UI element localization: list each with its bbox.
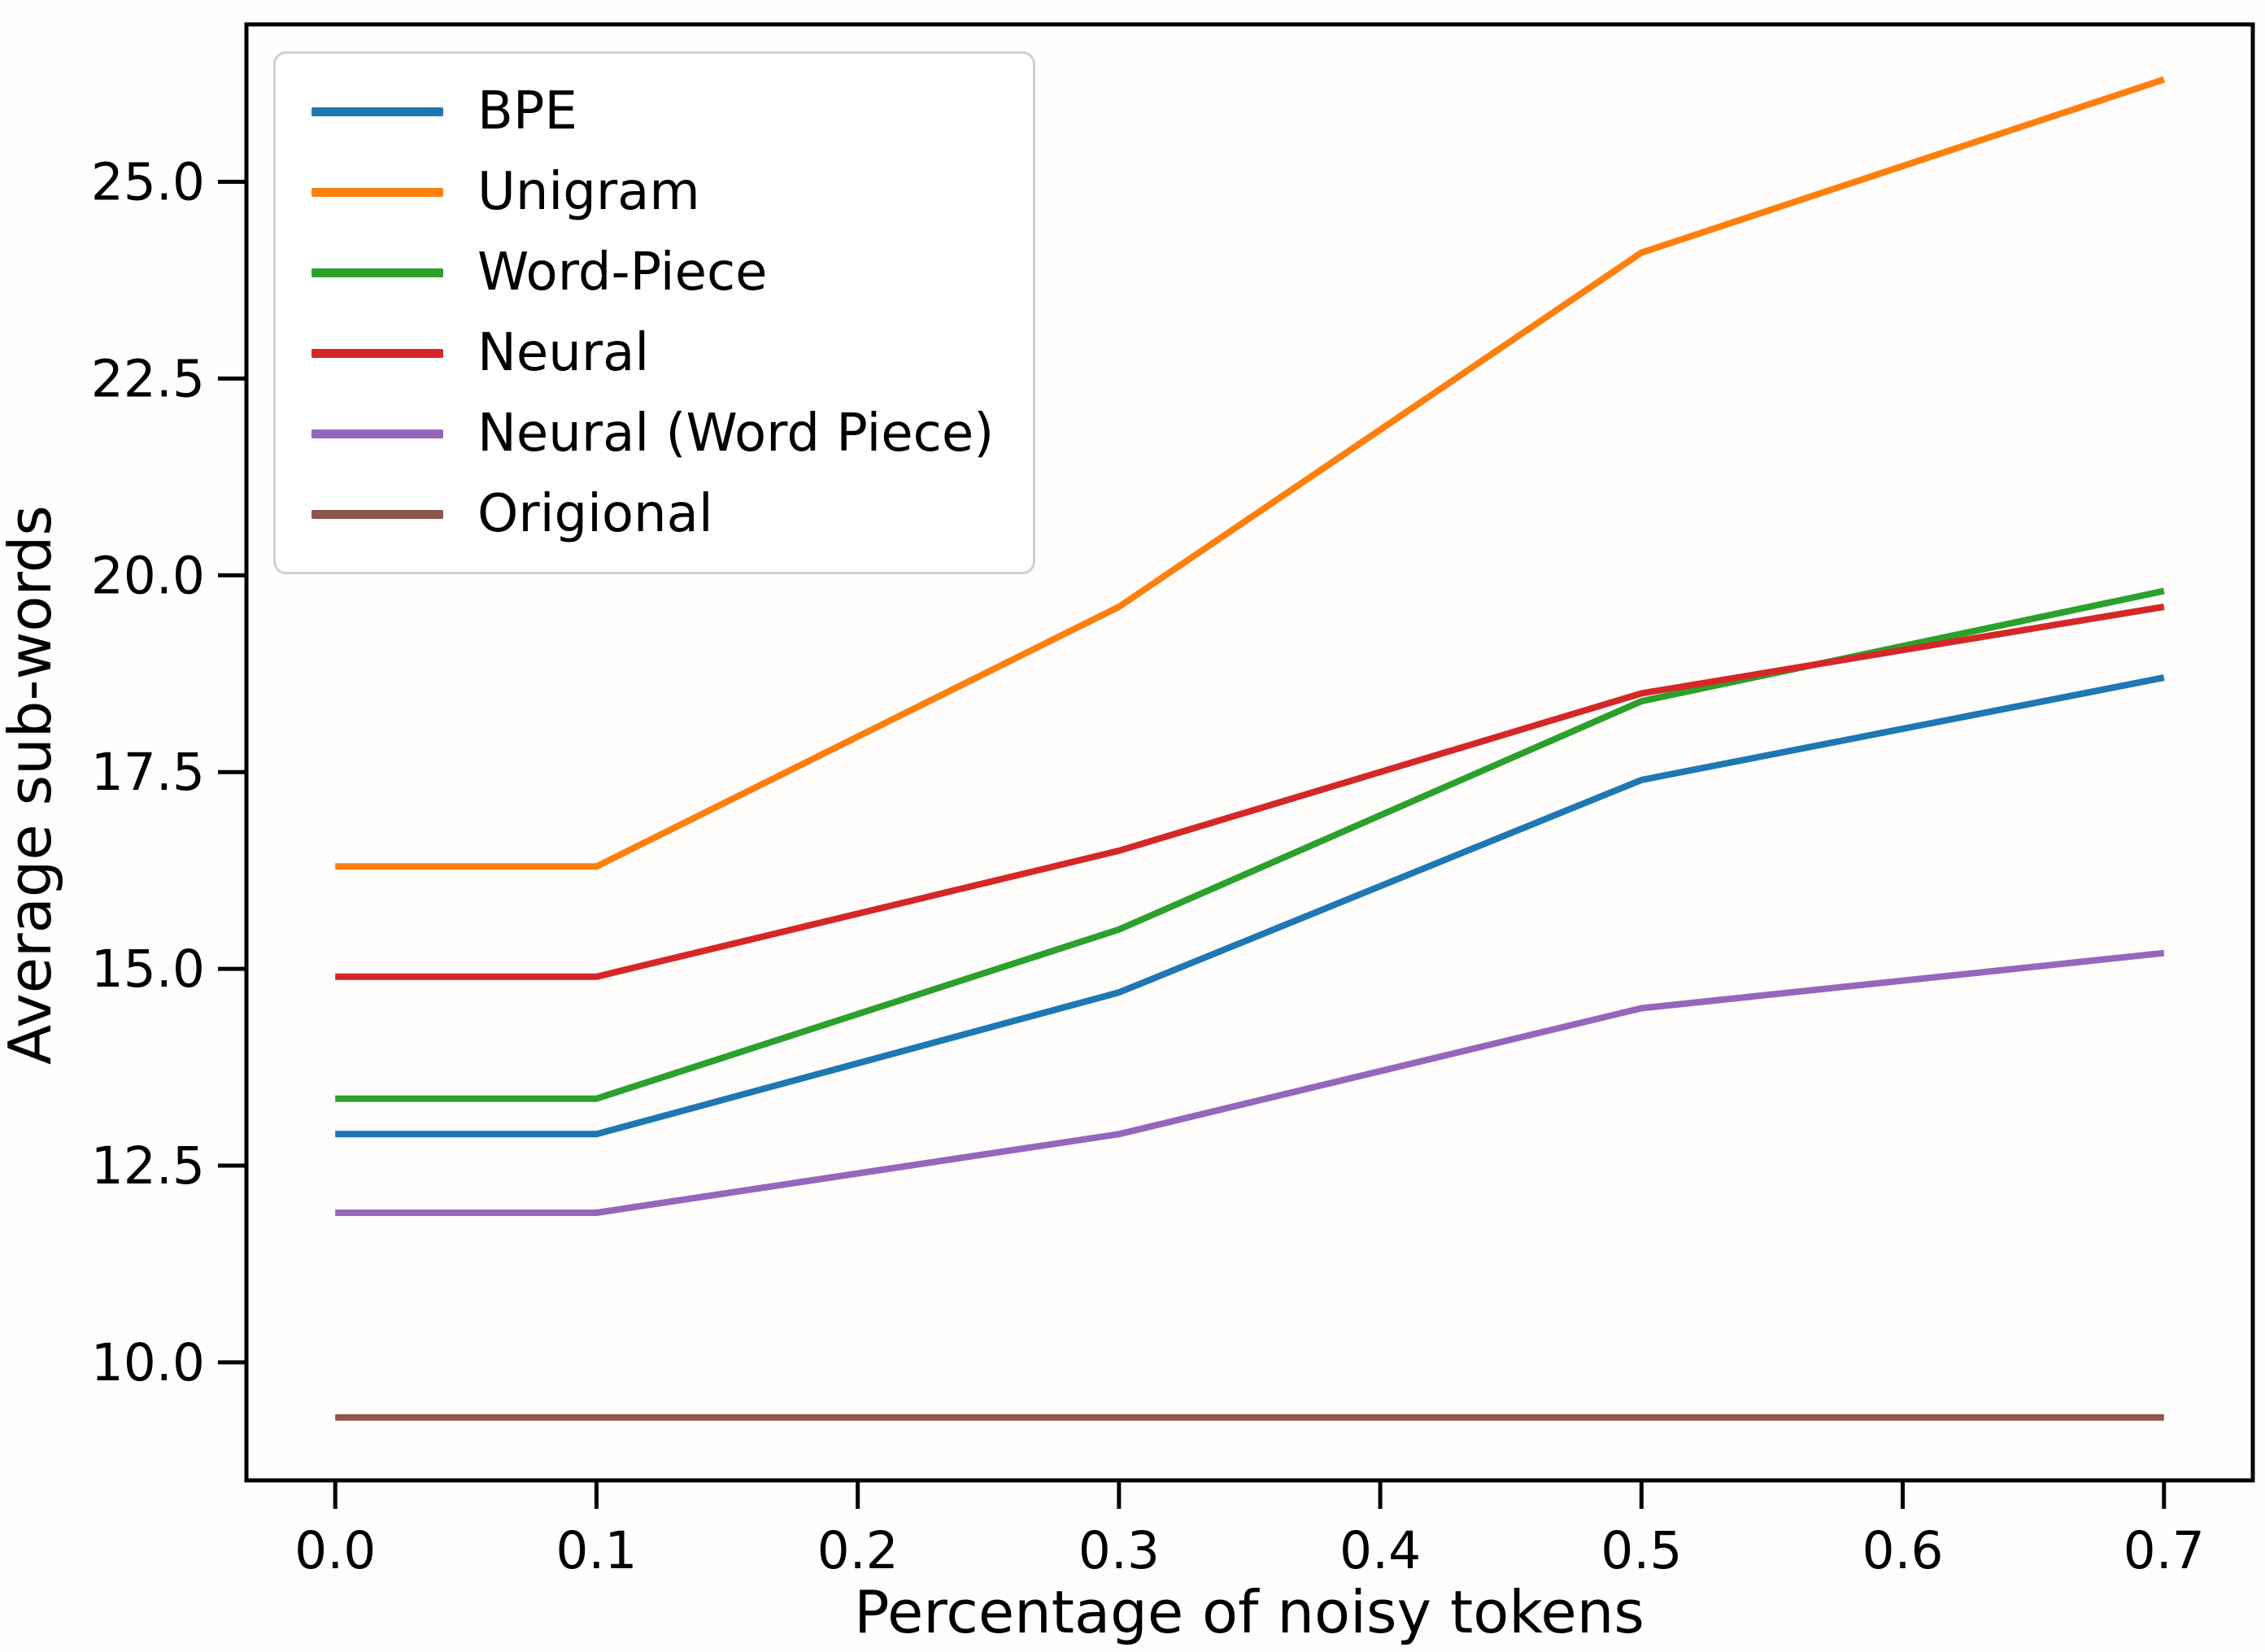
legend-line-swatch — [311, 429, 443, 438]
series-line-unigram — [335, 76, 2166, 870]
legend-item-bpe: BPE — [311, 85, 994, 138]
y-tick-label: 17.5 — [91, 743, 205, 802]
legend-label: Origional — [477, 484, 713, 544]
y-axis-label: Average sub-words — [0, 505, 64, 1065]
y-tick-label: 15.0 — [91, 939, 205, 999]
legend-line-swatch — [311, 187, 443, 197]
x-tick-label: 0.0 — [294, 1521, 376, 1580]
y-tick-label: 25.0 — [91, 153, 205, 212]
x-tick-label: 0.1 — [555, 1521, 637, 1580]
legend-item-unigram: Unigram — [311, 165, 994, 219]
legend-label: Word-Piece — [477, 242, 768, 303]
y-tick-label: 12.5 — [91, 1136, 205, 1196]
x-tick-label: 0.5 — [1601, 1521, 1682, 1580]
legend-item-origional: Origional — [311, 487, 994, 541]
y-tick-label: 22.5 — [91, 349, 205, 408]
x-tick-label: 0.4 — [1339, 1521, 1421, 1580]
y-tick-label: 20.0 — [91, 546, 205, 605]
legend-label: BPE — [477, 81, 577, 142]
series-line-bpe — [335, 674, 2165, 1138]
plot-frame — [244, 22, 2255, 1483]
x-tick-label: 0.7 — [2123, 1521, 2205, 1580]
x-axis-label: Percentage of noisy tokens — [854, 1578, 1644, 1646]
series-line-word-piece — [335, 587, 2165, 1102]
series-line-neural-word-piece — [335, 949, 2165, 1216]
legend-line-swatch — [311, 107, 443, 116]
legend-line-swatch — [311, 268, 443, 277]
legend: BPE Unigram Word-Piece Neural Neural (Word P… — [273, 51, 1036, 574]
y-tick-label: 10.0 — [91, 1333, 205, 1393]
legend-label: Neural (Word Piece) — [477, 403, 995, 464]
x-axis-ticks: 0.0 0.1 0.2 0.3 0.4 0.5 0.6 0.7 — [294, 1480, 2205, 1580]
plot-lines — [335, 76, 2166, 1421]
y-axis-ticks: 10.0 12.5 15.0 17.5 20.0 22.5 25.0 — [91, 153, 246, 1393]
series-line-neural — [335, 604, 2165, 980]
legend-label: Unigram — [477, 162, 700, 222]
legend-item-neural: Neural — [311, 326, 994, 380]
legend-line-swatch — [311, 509, 443, 519]
x-tick-label: 0.2 — [817, 1521, 899, 1580]
x-tick-label: 0.6 — [1862, 1521, 1943, 1580]
x-tick-label: 0.3 — [1078, 1521, 1160, 1580]
legend-item-neural-word-piece: Neural (Word Piece) — [311, 407, 994, 460]
legend-item-word-piece: Word-Piece — [311, 246, 994, 299]
legend-line-swatch — [311, 348, 443, 358]
legend-label: Neural — [477, 323, 650, 383]
